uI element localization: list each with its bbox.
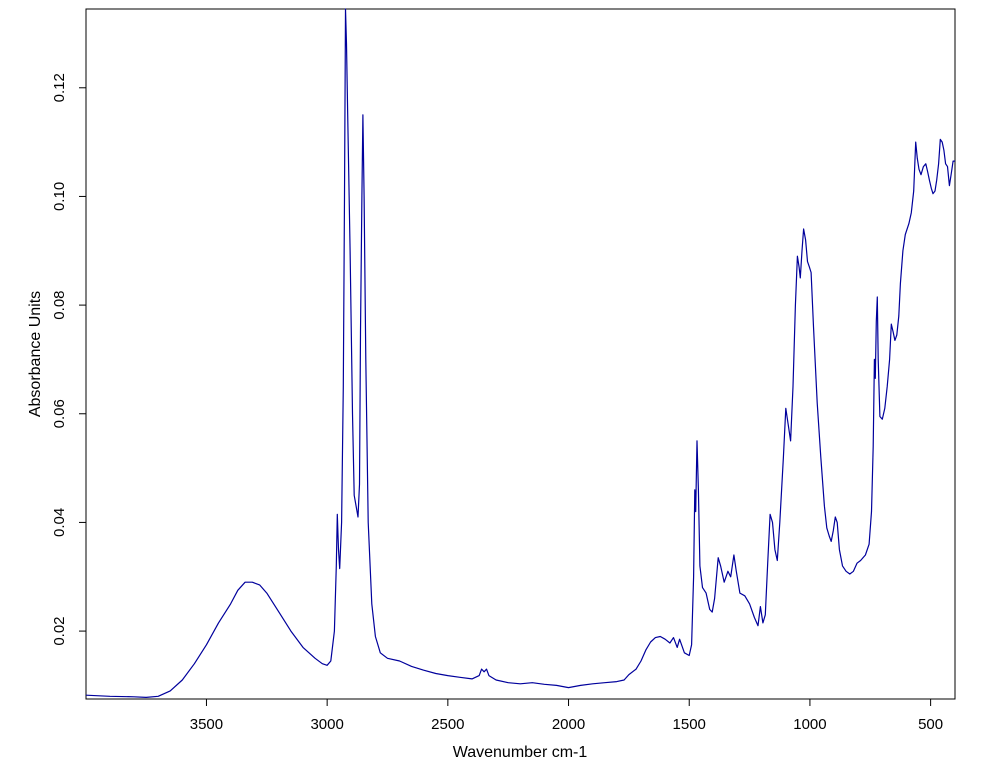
y-tick-label: 0.02 xyxy=(51,616,68,645)
x-tick-label: 1500 xyxy=(673,716,706,733)
y-axis-ticks: 0.02 0.04 0.06 0.08 0.10 0.12 xyxy=(51,73,86,646)
y-tick-label: 0.10 xyxy=(51,182,68,211)
x-tick-label: 3500 xyxy=(190,716,223,733)
y-tick-label: 0.08 xyxy=(51,291,68,320)
plot-frame xyxy=(85,8,956,700)
y-axis-title: Absorbance Units xyxy=(27,291,44,417)
x-axis-title: Wavenumber cm-1 xyxy=(453,744,588,761)
y-tick-label: 0.06 xyxy=(51,399,68,428)
y-tick-label: 0.04 xyxy=(51,508,68,537)
x-axis-ticks: 3500 3000 2500 2000 1500 1000 500 xyxy=(190,699,943,733)
x-tick-label: 3000 xyxy=(310,716,343,733)
x-tick-label: 2000 xyxy=(552,716,585,733)
x-tick-label: 2500 xyxy=(431,716,464,733)
y-tick-label: 0.12 xyxy=(51,73,68,102)
absorbance-spectrum-line xyxy=(85,8,955,699)
x-tick-label: 500 xyxy=(918,716,943,733)
x-tick-label: 1000 xyxy=(793,716,826,733)
